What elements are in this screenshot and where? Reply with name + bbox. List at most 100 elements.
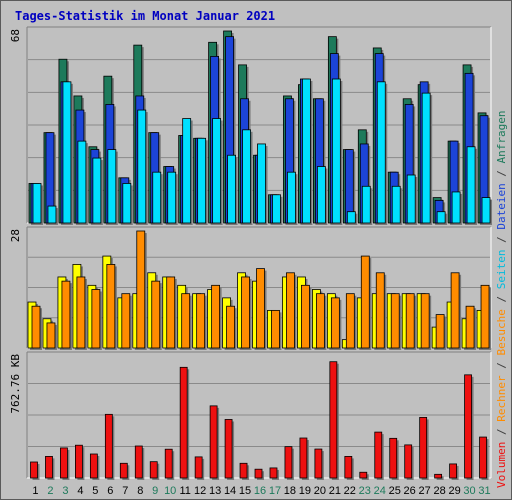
- bar-besuche-day-11: [181, 293, 191, 349]
- bar-volumen-day-24: [374, 431, 383, 479]
- bar-seiten-day-29: [451, 191, 461, 224]
- bar-seiten-day-15: [242, 129, 251, 224]
- day-label-12: 12: [194, 485, 206, 497]
- bar-besuche-day-18: [286, 272, 295, 349]
- legend-separator: /: [495, 163, 508, 183]
- legend-separator: /: [495, 289, 508, 309]
- legend-separator: /: [495, 422, 508, 442]
- bar-seiten-day-5: [92, 157, 102, 224]
- bar-besuche-day-22: [345, 293, 355, 349]
- day-label-14: 14: [224, 485, 236, 497]
- bar-volumen-day-13: [209, 405, 218, 479]
- bar-besuche-day-6: [106, 264, 116, 349]
- bar-seiten-day-28: [436, 211, 446, 224]
- bar-volumen-day-28: [434, 473, 443, 479]
- day-label-1: 1: [32, 485, 38, 497]
- bar-volumen-day-30: [464, 374, 472, 479]
- day-label-3: 3: [62, 485, 68, 497]
- bar-volumen-day-10: [164, 448, 173, 479]
- bar-volumen-day-1: [30, 461, 38, 479]
- bar-besuche-day-17: [271, 309, 280, 349]
- legend-separator: /: [495, 230, 508, 250]
- day-label-9: 9: [152, 485, 158, 497]
- bar-besuche-day-24: [375, 272, 385, 349]
- bar-seiten-day-23: [361, 185, 371, 224]
- day-label-4: 4: [77, 485, 83, 497]
- day-label-24: 24: [374, 485, 386, 497]
- day-label-7: 7: [122, 485, 128, 497]
- bar-besuche-day-20: [315, 293, 325, 349]
- bar-seiten-day-3: [62, 81, 72, 224]
- day-label-2: 2: [47, 485, 53, 497]
- legend-item-rechner: Rechner: [495, 375, 508, 422]
- day-label-28: 28: [433, 485, 445, 497]
- day-label-31: 31: [478, 485, 490, 497]
- bar-seiten-day-18: [287, 171, 296, 224]
- bar-besuche-day-21: [330, 297, 340, 349]
- chart-title: Tages-Statistik im Monat Januar 2021: [15, 9, 275, 23]
- legend-item-seiten: Seiten: [495, 250, 508, 290]
- bar-besuche-day-8: [136, 230, 146, 349]
- bar-besuche-day-30: [465, 305, 475, 349]
- bar-besuche-day-9: [151, 280, 161, 349]
- day-label-22: 22: [344, 485, 356, 497]
- bar-seiten-day-21: [331, 78, 341, 224]
- day-label-8: 8: [137, 485, 143, 497]
- day-label-30: 30: [463, 485, 475, 497]
- bar-volumen-day-2: [45, 456, 53, 479]
- bar-besuche-day-28: [435, 314, 445, 349]
- bar-seiten-day-22: [346, 211, 356, 224]
- bar-besuche-day-4: [76, 276, 86, 349]
- bar-besuche-day-3: [61, 280, 71, 349]
- bar-volumen-day-3: [60, 447, 68, 479]
- bar-besuche-day-10: [166, 276, 176, 349]
- day-label-13: 13: [209, 485, 221, 497]
- bar-seiten-day-4: [77, 140, 87, 224]
- bar-volumen-day-22: [344, 456, 353, 479]
- day-label-29: 29: [448, 485, 460, 497]
- bar-volumen-day-31: [479, 436, 487, 479]
- bar-besuche-day-26: [405, 293, 415, 349]
- bar-besuche-day-31: [480, 284, 490, 349]
- bar-seiten-day-27: [421, 92, 431, 224]
- bar-seiten-day-19: [302, 78, 311, 224]
- legend-item-anfragen: Anfragen: [495, 110, 508, 163]
- bar-volumen-day-11: [179, 366, 188, 479]
- bar-seiten-day-20: [316, 166, 326, 224]
- bar-seiten-day-25: [391, 185, 401, 224]
- day-label-26: 26: [404, 485, 416, 497]
- bar-seiten-day-2: [47, 205, 57, 224]
- day-label-6: 6: [107, 485, 113, 497]
- bar-volumen-day-21: [329, 361, 338, 479]
- bar-seiten-day-24: [376, 81, 386, 224]
- day-label-21: 21: [329, 485, 341, 497]
- day-label-15: 15: [239, 485, 251, 497]
- bar-volumen-day-19: [299, 437, 308, 479]
- day-label-16: 16: [254, 485, 266, 497]
- bar-besuche-day-5: [91, 289, 101, 349]
- day-label-27: 27: [419, 485, 431, 497]
- max-label-panel-1: 68: [9, 29, 22, 42]
- bar-besuche-day-16: [256, 268, 265, 349]
- bar-volumen-day-23: [359, 471, 368, 479]
- legend-item-volumen: Volumen: [495, 442, 508, 488]
- bar-besuche-day-12: [196, 293, 206, 349]
- bar-volumen-day-5: [89, 453, 98, 479]
- bar-volumen-day-14: [224, 419, 233, 479]
- bar-seiten-day-14: [227, 154, 236, 224]
- max-label-panel-2: 28: [9, 229, 22, 242]
- bar-besuche-day-7: [121, 293, 131, 349]
- day-label-17: 17: [269, 485, 281, 497]
- day-label-19: 19: [299, 485, 311, 497]
- bar-seiten-day-7: [122, 183, 132, 224]
- bar-besuche-day-13: [211, 284, 221, 349]
- bar-volumen-day-8: [134, 445, 143, 479]
- day-label-23: 23: [359, 485, 371, 497]
- bar-seiten-day-26: [406, 174, 416, 224]
- bar-volumen-day-6: [104, 413, 113, 479]
- max-label-panel-3: 762.76 KB: [9, 354, 22, 414]
- bar-besuche-day-29: [450, 272, 460, 349]
- bar-volumen-day-27: [419, 416, 428, 479]
